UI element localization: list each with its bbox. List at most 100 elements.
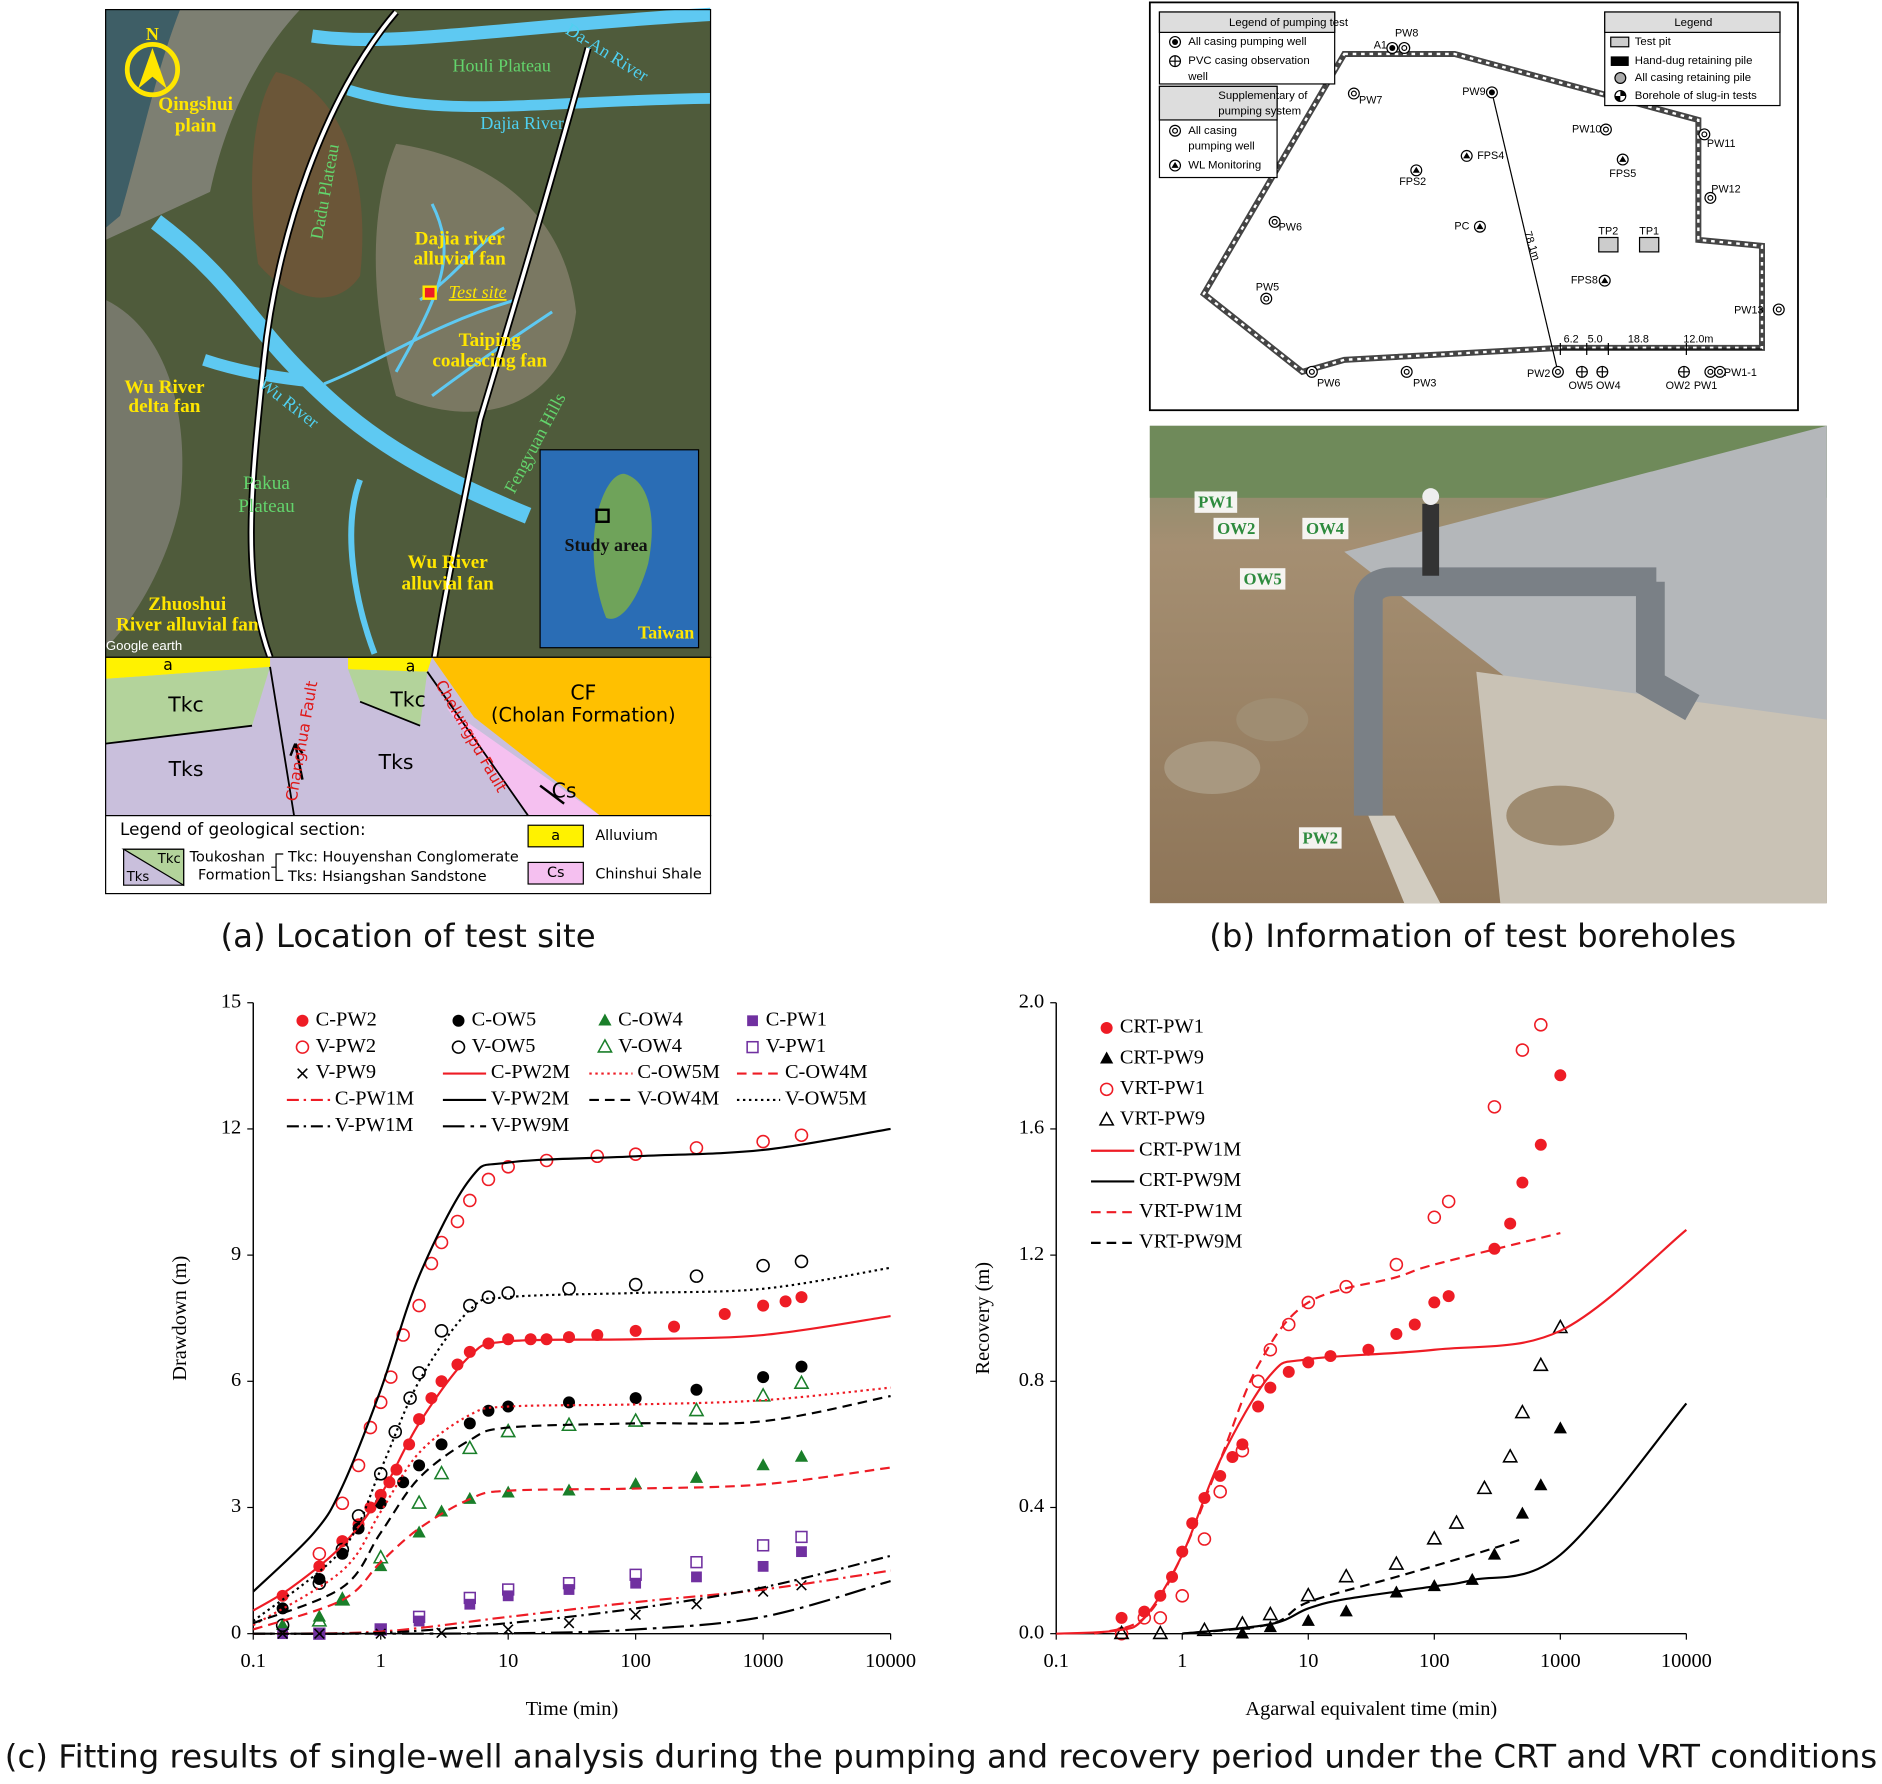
- well: [1305, 365, 1318, 378]
- point: [1196, 1621, 1213, 1637]
- legend-symbol: [452, 1014, 465, 1027]
- map-label: Pakua: [243, 473, 290, 494]
- well: [1403, 368, 1410, 375]
- map-label: River alluvial fan: [116, 615, 259, 636]
- legend-symbol: [746, 1040, 759, 1054]
- point: [689, 1470, 704, 1483]
- well-label: PW9: [1462, 86, 1485, 98]
- legend-label: C-OW4: [618, 1008, 683, 1030]
- well-label: PW2: [1527, 368, 1550, 380]
- point: [562, 1281, 576, 1296]
- point: [755, 1387, 772, 1402]
- legend-label: V-OW5M: [785, 1088, 867, 1110]
- legend-label: Tks: [126, 870, 150, 885]
- y-tick-label: 9: [231, 1243, 241, 1265]
- caption: (a) Location of test site: [220, 917, 595, 955]
- point: [363, 1420, 378, 1435]
- point: [796, 1579, 807, 1591]
- point: [1263, 1342, 1278, 1357]
- point: [756, 1539, 770, 1552]
- section-label: Tkc: [167, 692, 203, 716]
- well-label: TP2: [1598, 225, 1618, 237]
- model-line: [253, 1580, 891, 1635]
- well-label: OW4: [1596, 380, 1621, 392]
- legend-symbol: [297, 1068, 308, 1079]
- point: [1552, 1318, 1569, 1334]
- point: [482, 1404, 495, 1417]
- x-tick-label: 1000: [743, 1650, 784, 1672]
- point: [413, 1459, 426, 1472]
- point: [1487, 1100, 1502, 1114]
- legend-header: [1604, 11, 1781, 33]
- point: [1115, 1611, 1128, 1624]
- point: [590, 1149, 605, 1164]
- legend-symbol: [1100, 1021, 1113, 1034]
- legend-label: Supplementary of: [1218, 90, 1308, 102]
- y-tick-label: 3: [231, 1495, 241, 1517]
- y-tick-label: 1.2: [1019, 1243, 1044, 1265]
- point: [1515, 1506, 1529, 1519]
- map-label: alluvial fan: [402, 574, 495, 595]
- point: [796, 1546, 807, 1558]
- well-label: FPS5: [1609, 168, 1636, 180]
- legend-label: C-OW5M: [637, 1061, 720, 1083]
- model-line: [252, 1466, 891, 1631]
- test-pit: [1598, 236, 1619, 253]
- test-pit: [1638, 236, 1660, 253]
- well-label: PW3: [1413, 378, 1436, 390]
- legend-symbol: [747, 1015, 758, 1027]
- point: [757, 1299, 770, 1312]
- legend-label: Hand-dug retaining pile: [1635, 55, 1753, 67]
- well: [1772, 303, 1785, 316]
- map-label: Zhuoshui: [148, 594, 227, 615]
- point: [1441, 1194, 1456, 1209]
- well-label: PW12: [1711, 183, 1740, 195]
- point: [397, 1476, 410, 1489]
- legend-label: CRT-PW1M: [1139, 1138, 1241, 1160]
- point: [1362, 1343, 1375, 1356]
- point: [396, 1328, 410, 1342]
- point: [374, 1623, 387, 1636]
- point: [1262, 1605, 1279, 1621]
- well: [1263, 295, 1270, 302]
- map: [105, 7, 712, 659]
- point: [1226, 1451, 1239, 1464]
- legend-label: Tkc: Houyenshan Conglomerate: [287, 850, 519, 866]
- point: [312, 1576, 327, 1590]
- legend-label: C-PW1: [766, 1008, 827, 1030]
- point: [794, 1254, 809, 1269]
- section-legend: [105, 815, 712, 895]
- well-label: PW6: [1317, 378, 1340, 390]
- map-label: Taiping: [459, 330, 522, 351]
- legend-label: All casing: [1188, 125, 1237, 137]
- legend-label: Tks: Hsiangshan Sandstone: [287, 869, 487, 885]
- section-label: a: [406, 657, 416, 675]
- point: [1514, 1404, 1531, 1419]
- legend-swatch: [527, 861, 584, 885]
- x-tick-label: 1: [1177, 1650, 1187, 1672]
- point: [451, 1358, 464, 1371]
- point: [311, 1612, 328, 1627]
- point: [630, 1577, 642, 1589]
- well: [1698, 128, 1711, 141]
- map-label: coalescing fan: [432, 351, 547, 372]
- well-label: 12.0m: [1683, 333, 1713, 345]
- map-label: Dajia River: [480, 113, 563, 133]
- legend-swatch: [527, 824, 584, 848]
- photo-label: PW1: [1198, 493, 1233, 512]
- point: [795, 1360, 808, 1373]
- well-label: PW8: [1395, 27, 1418, 39]
- well: [1576, 366, 1588, 378]
- point: [435, 1438, 448, 1451]
- x-tick-label: 10: [498, 1650, 518, 1672]
- point: [313, 1572, 326, 1585]
- point: [1553, 1421, 1567, 1434]
- legend-label: VRT-PW1: [1120, 1077, 1205, 1099]
- map-label: plain: [175, 116, 217, 137]
- legend-label: CRT-PW1: [1120, 1016, 1204, 1038]
- point: [403, 1391, 417, 1405]
- point: [335, 1542, 350, 1557]
- point: [1515, 1043, 1530, 1057]
- point: [563, 1396, 576, 1409]
- point: [1213, 1484, 1227, 1499]
